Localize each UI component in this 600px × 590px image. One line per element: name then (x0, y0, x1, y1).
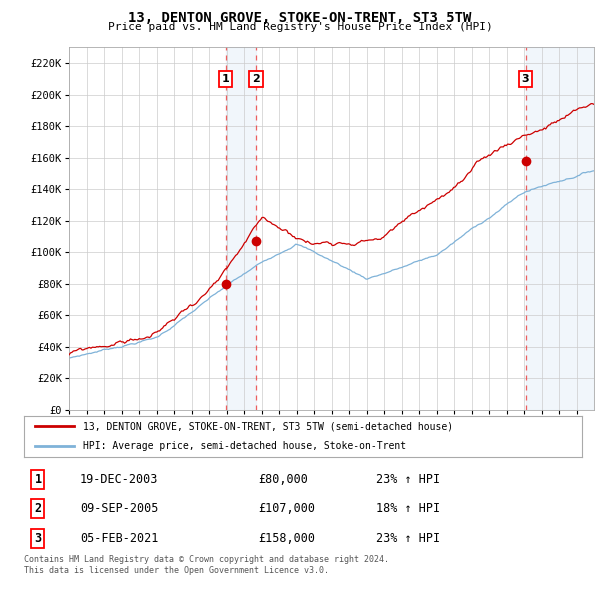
Text: 09-SEP-2005: 09-SEP-2005 (80, 502, 158, 516)
Text: £158,000: £158,000 (259, 532, 316, 545)
Text: This data is licensed under the Open Government Licence v3.0.: This data is licensed under the Open Gov… (24, 566, 329, 575)
Text: 19-DEC-2003: 19-DEC-2003 (80, 473, 158, 486)
Bar (526, 47, 594, 410)
Text: 3: 3 (522, 74, 529, 84)
Bar (226, 47, 256, 410)
Text: HPI: Average price, semi-detached house, Stoke-on-Trent: HPI: Average price, semi-detached house,… (83, 441, 406, 451)
Text: 13, DENTON GROVE, STOKE-ON-TRENT, ST3 5TW (semi-detached house): 13, DENTON GROVE, STOKE-ON-TRENT, ST3 5T… (83, 421, 453, 431)
Text: 05-FEB-2021: 05-FEB-2021 (80, 532, 158, 545)
Text: Price paid vs. HM Land Registry's House Price Index (HPI): Price paid vs. HM Land Registry's House … (107, 22, 493, 32)
Text: £107,000: £107,000 (259, 502, 316, 516)
Text: 18% ↑ HPI: 18% ↑ HPI (376, 502, 440, 516)
Text: 23% ↑ HPI: 23% ↑ HPI (376, 473, 440, 486)
Text: 3: 3 (34, 532, 41, 545)
Text: 2: 2 (34, 502, 41, 516)
Text: 13, DENTON GROVE, STOKE-ON-TRENT, ST3 5TW: 13, DENTON GROVE, STOKE-ON-TRENT, ST3 5T… (128, 11, 472, 25)
Text: 23% ↑ HPI: 23% ↑ HPI (376, 532, 440, 545)
Text: 1: 1 (222, 74, 230, 84)
Text: £80,000: £80,000 (259, 473, 308, 486)
Text: Contains HM Land Registry data © Crown copyright and database right 2024.: Contains HM Land Registry data © Crown c… (24, 555, 389, 563)
Text: 1: 1 (34, 473, 41, 486)
Text: 2: 2 (252, 74, 260, 84)
